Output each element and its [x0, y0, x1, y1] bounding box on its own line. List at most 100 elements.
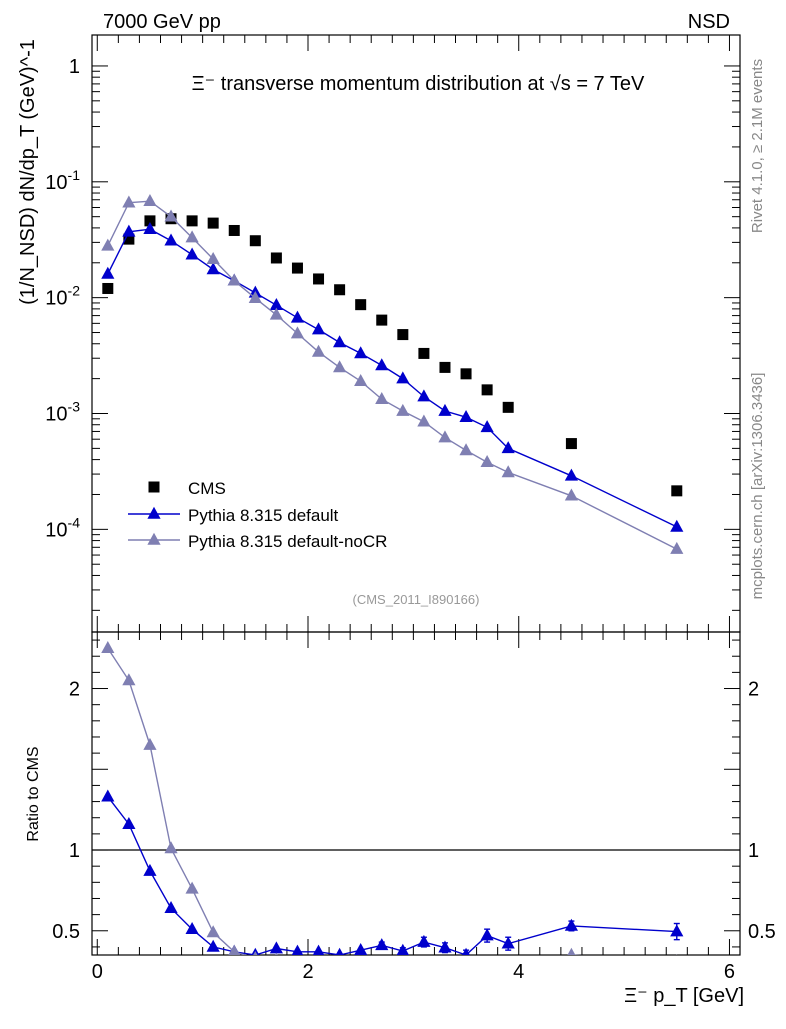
ratio-point: [417, 934, 431, 947]
ratio-point: [312, 967, 325, 979]
y-tick-label: 10-4: [45, 514, 80, 541]
data-point: [101, 266, 115, 279]
ratio-point: [206, 925, 220, 938]
data-point: [417, 414, 431, 427]
ratio-point: [375, 970, 388, 982]
ratio-point: [501, 936, 515, 949]
data-point: [375, 391, 389, 404]
ratio-point: [335, 947, 344, 955]
data-point: [376, 314, 388, 326]
data-point: [207, 217, 219, 229]
data-point: [333, 360, 347, 373]
ratio-point: [354, 942, 368, 955]
ratio-point: [333, 970, 346, 982]
ratio-y-tick-label-left: 1: [69, 840, 80, 862]
legend: CMS Pythia 8.315 default Pythia 8.315 defa…: [128, 479, 387, 551]
data-point: [501, 441, 515, 454]
mcplots-label: mcplots.cern.ch [arXiv:1306.3436]: [749, 373, 766, 600]
ratio-point: [375, 938, 389, 951]
ratio-series-pythia-8-315-default: [101, 789, 684, 955]
data-point: [122, 195, 136, 208]
ratio-y-tick-label-right: 2: [748, 679, 759, 701]
ratio-point: [670, 924, 684, 937]
data-point: [670, 519, 684, 532]
data-point: [480, 420, 494, 433]
legend-marker: [148, 481, 160, 493]
data-point: [269, 307, 283, 320]
x-tick-label: 4: [513, 961, 524, 983]
ratio-point: [101, 789, 115, 802]
ratio-point: [676, 954, 678, 955]
ratio-y-axis-label: Ratio to CMS: [25, 746, 42, 841]
series-line: [107, 200, 678, 550]
series-line: [107, 228, 678, 528]
ratio-point: [101, 640, 115, 653]
ratio-point: [481, 966, 494, 978]
x-tick-label: 6: [724, 961, 735, 983]
data-point: [249, 235, 261, 247]
data-point: [143, 221, 157, 234]
data-point: [164, 209, 178, 222]
ratio-line: [107, 796, 677, 955]
data-point: [354, 346, 368, 359]
ratio-point: [291, 944, 304, 955]
data-point: [248, 290, 262, 303]
data-point: [311, 344, 326, 357]
data-point: [290, 326, 305, 339]
ratio-point: [143, 863, 157, 876]
ratio-point: [143, 737, 157, 750]
data-point: [354, 374, 368, 387]
ratio-point: [354, 969, 367, 981]
data-point: [270, 252, 282, 264]
data-point: [481, 384, 493, 396]
ratio-point: [564, 918, 579, 931]
y-tick-label: 10-2: [45, 283, 80, 310]
ratio-point: [185, 921, 199, 934]
ratio-data: [101, 640, 684, 982]
data-point: [375, 358, 389, 371]
data-point: [291, 262, 303, 274]
data-point: [459, 409, 473, 422]
ratio-point: [164, 841, 178, 854]
ratio-point: [480, 928, 494, 941]
main-panel: 1 10-1 10-2 10-3 10-4: [45, 34, 741, 633]
data-point: [227, 273, 241, 286]
data-point: [564, 488, 579, 501]
y-tick-label: 10-1: [45, 167, 80, 194]
main-data: [101, 194, 684, 554]
ratio-point: [459, 969, 472, 981]
data-point: [164, 233, 178, 246]
main-y-axis-label: (1/N_NSD) dN/dp_T (GeV)^-1: [17, 39, 39, 305]
legend-label: CMS: [188, 479, 226, 498]
legend-marker: [147, 506, 161, 519]
ratio-y-tick-label-left: 2: [69, 679, 80, 701]
ratio-point: [164, 900, 178, 913]
data-point: [438, 430, 452, 443]
ratio-point: [312, 944, 325, 955]
data-point: [438, 403, 452, 416]
data-point: [101, 238, 115, 251]
data-point: [502, 401, 514, 413]
x-axis-label: Ξ⁻ p_T [GeV]: [624, 985, 744, 1007]
ratio-point: [567, 947, 576, 955]
header-right: NSD: [688, 11, 730, 33]
data-point: [290, 310, 305, 323]
ratio-point: [462, 947, 471, 955]
data-point: [144, 215, 156, 227]
data-point: [334, 284, 346, 296]
data-point: [670, 541, 684, 554]
data-point: [397, 329, 409, 341]
legend-label: Pythia 8.315 default: [188, 506, 339, 525]
x-tick-label: 2: [302, 961, 313, 983]
ratio-point: [438, 964, 451, 976]
data-point: [480, 454, 494, 467]
legend-label: Pythia 8.315 default-noCR: [188, 532, 387, 551]
data-point: [333, 335, 347, 348]
data-point: [459, 443, 473, 456]
ratio-series-pythia-8-315-default-nocr: [101, 640, 678, 982]
data-point: [355, 299, 367, 311]
data-point: [102, 282, 114, 294]
ratio-point: [122, 816, 136, 829]
ratio-panel: 0.5 0.5 1 1 2 2 0 2 4 6: [52, 631, 776, 983]
